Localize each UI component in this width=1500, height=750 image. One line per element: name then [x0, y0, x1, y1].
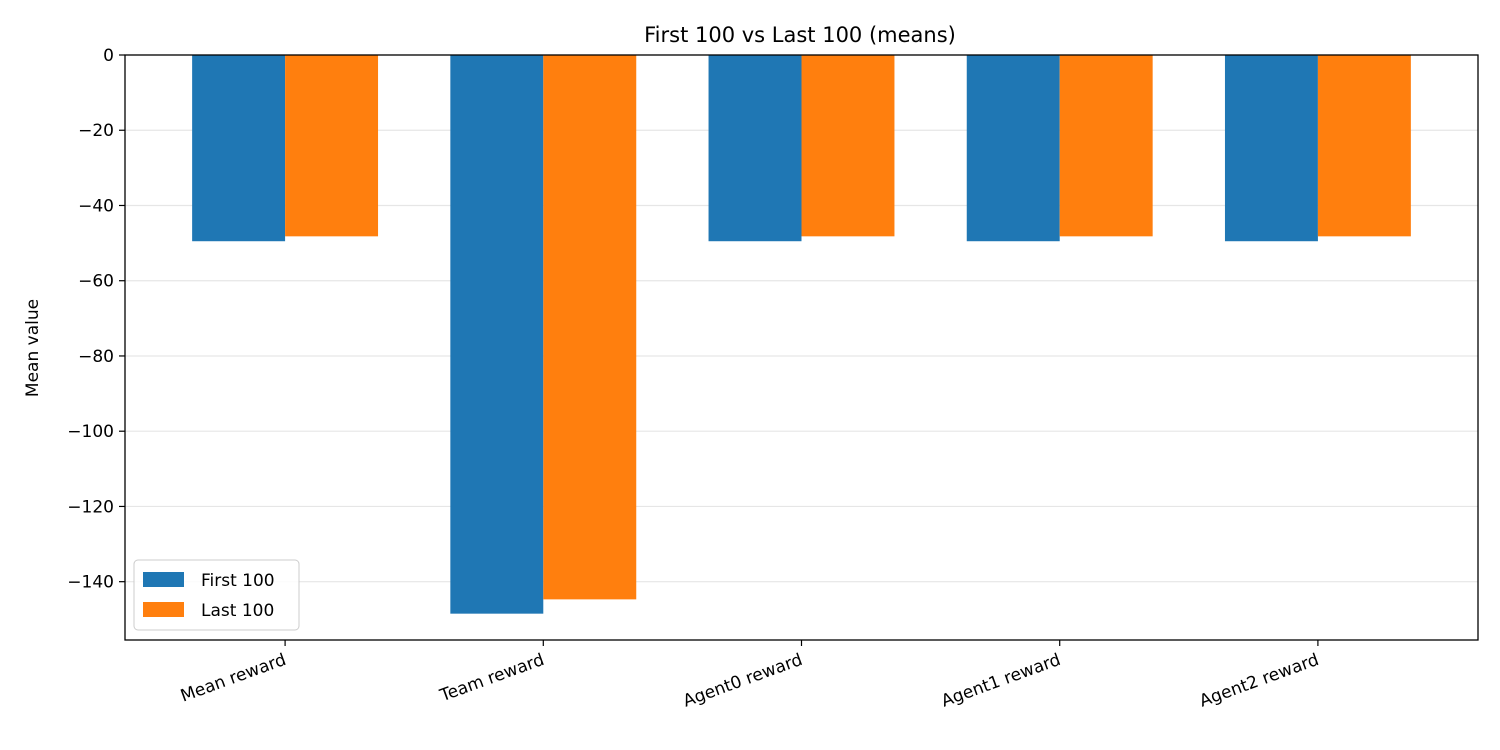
y-tick-label: −120 [67, 497, 114, 517]
bar-last-100 [1317, 55, 1411, 237]
bar-first-100 [192, 55, 286, 242]
x-tick-label: Agent1 reward [939, 650, 1064, 712]
legend: First 100 Last 100 [133, 559, 300, 631]
x-tick-label: Team reward [437, 650, 547, 706]
bar-last-100 [801, 55, 895, 237]
x-tick-label: Agent2 reward [1197, 650, 1322, 712]
y-tick-label: −100 [67, 422, 114, 442]
y-tick-label: −20 [78, 121, 114, 141]
y-tick-label: −140 [67, 573, 114, 593]
legend-swatch [143, 602, 184, 617]
x-tick-label: Agent0 reward [681, 650, 806, 712]
y-axis-label: Mean value [23, 299, 43, 397]
chart-title: First 100 vs Last 100 (means) [644, 23, 956, 47]
bar-first-100 [708, 55, 802, 242]
legend-label: First 100 [201, 571, 275, 591]
y-tick-label: 0 [103, 46, 114, 66]
y-tick-label: −80 [78, 347, 114, 367]
x-tick-label: Mean reward [178, 650, 289, 707]
legend-swatch [143, 572, 184, 587]
bar-first-100 [450, 55, 544, 614]
bar-first-100 [966, 55, 1060, 242]
bar-first-100 [1224, 55, 1318, 242]
legend-label: Last 100 [201, 601, 274, 621]
bars [192, 55, 1411, 614]
y-tick-label: −60 [78, 272, 114, 292]
bar-last-100 [1059, 55, 1153, 237]
bar-last-100 [285, 55, 379, 237]
bar-last-100 [543, 55, 637, 600]
y-tick-label: −40 [78, 196, 114, 216]
